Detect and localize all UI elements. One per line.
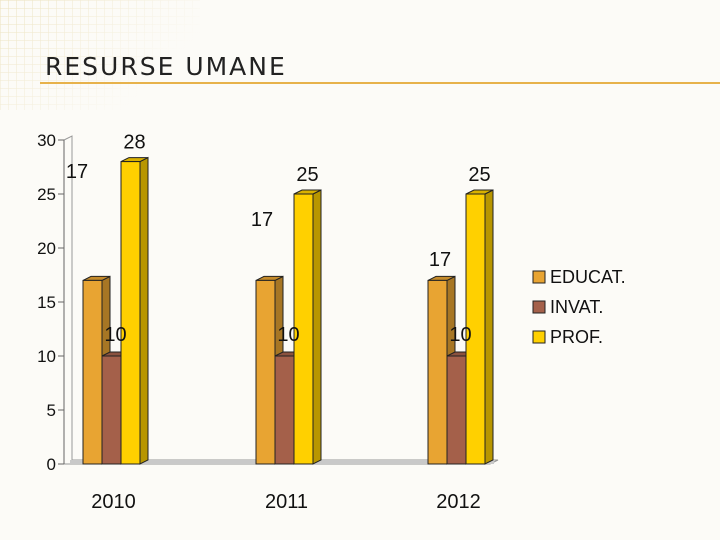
bar bbox=[120, 161, 141, 465]
data-label: 17 bbox=[429, 249, 451, 271]
data-label: 28 bbox=[123, 132, 145, 154]
y-tick-label: 0 bbox=[47, 455, 56, 474]
bar-side bbox=[484, 189, 494, 465]
legend-swatch bbox=[532, 330, 546, 344]
data-label: 10 bbox=[449, 324, 471, 346]
x-category-label: 2011 bbox=[265, 491, 308, 513]
data-label: 10 bbox=[277, 324, 299, 346]
y-tick-label: 5 bbox=[47, 401, 56, 420]
data-label: 17 bbox=[251, 209, 273, 231]
data-label: 25 bbox=[296, 164, 318, 186]
legend-swatch bbox=[532, 300, 546, 314]
decorative-grid bbox=[0, 0, 200, 110]
data-label: 17 bbox=[66, 161, 88, 183]
y-tick-label: 25 bbox=[37, 185, 56, 204]
bar-side bbox=[312, 189, 322, 465]
data-label: 10 bbox=[104, 324, 126, 346]
bar bbox=[427, 279, 448, 465]
x-category-label: 2010 bbox=[91, 491, 136, 513]
x-category-label: 2012 bbox=[436, 491, 481, 513]
slide-title: RESURSE UMANE bbox=[45, 52, 287, 81]
y-tick-label: 30 bbox=[37, 131, 56, 150]
bar bbox=[465, 193, 486, 465]
bar bbox=[82, 279, 103, 465]
legend-label: PROF. bbox=[550, 327, 603, 347]
bar bbox=[274, 355, 295, 465]
bar-side bbox=[139, 156, 149, 465]
y-tick-label: 10 bbox=[37, 347, 56, 366]
y-tick-label: 20 bbox=[37, 239, 56, 258]
y-tick-label: 15 bbox=[37, 293, 56, 312]
legend-label: EDUCAT. bbox=[550, 267, 626, 287]
bar bbox=[101, 355, 122, 465]
legend-label: INVAT. bbox=[550, 297, 603, 317]
bar bbox=[446, 355, 467, 465]
bar bbox=[255, 279, 276, 465]
bar bbox=[293, 193, 314, 465]
legend-swatch bbox=[532, 270, 546, 284]
title-underline bbox=[40, 82, 720, 84]
data-label: 25 bbox=[468, 164, 490, 186]
